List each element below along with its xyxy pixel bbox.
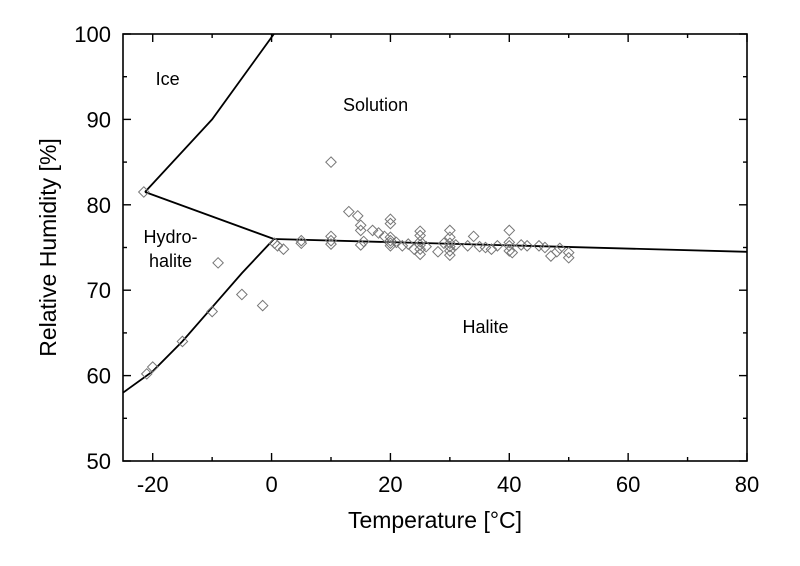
data-point <box>443 245 456 257</box>
phase-boundaries <box>123 34 747 394</box>
data-point <box>277 243 290 256</box>
data-point <box>325 230 337 243</box>
boundary-ice-solution <box>144 34 275 193</box>
x-tick-label: 80 <box>735 472 759 497</box>
data-point <box>384 239 397 252</box>
data-point <box>342 205 355 218</box>
data-point <box>503 224 516 237</box>
y-axis-title: Relative Humidity [%] <box>35 138 61 357</box>
data-point <box>206 305 219 318</box>
data-point <box>443 231 456 244</box>
data-point <box>372 227 385 239</box>
data-point <box>443 237 456 250</box>
boundary-halite-solution <box>273 238 747 253</box>
data-point <box>384 237 397 250</box>
data-point <box>366 224 379 237</box>
x-axis-title: Temperature [°C] <box>348 507 522 533</box>
data-point <box>235 288 248 301</box>
data-point <box>390 236 403 249</box>
region-label-halite: Halite <box>462 317 508 337</box>
data-point <box>443 249 456 262</box>
data-point <box>408 243 421 256</box>
data-point <box>396 239 409 252</box>
region-label-ice: Ice <box>156 69 180 89</box>
data-point <box>562 246 575 259</box>
data-point <box>295 234 308 247</box>
x-tick-labels: -20 0 20 40 60 80 <box>137 472 759 497</box>
data-point <box>461 239 474 252</box>
axis-ticks <box>123 33 748 462</box>
region-label-hydrohalite: Hydro- <box>144 227 198 247</box>
data-point <box>325 156 337 169</box>
data-point <box>550 245 563 258</box>
data-points <box>137 156 575 380</box>
data-point <box>402 238 415 250</box>
data-point <box>438 237 450 250</box>
data-point <box>414 239 427 251</box>
y-tick-labels: 50 60 70 80 90 100 <box>74 22 111 474</box>
data-point <box>443 224 456 237</box>
data-point <box>176 335 189 348</box>
data-point <box>414 225 427 238</box>
data-point <box>414 229 427 242</box>
x-tick-label: 0 <box>265 472 277 497</box>
data-point <box>384 217 397 230</box>
data-point <box>325 234 337 247</box>
data-point <box>384 234 397 247</box>
data-point <box>521 239 534 252</box>
data-point <box>485 243 498 256</box>
data-point <box>443 240 456 253</box>
data-point <box>271 239 284 252</box>
data-point <box>295 237 308 250</box>
data-point <box>449 239 462 251</box>
data-point <box>414 248 427 261</box>
data-point <box>414 235 427 248</box>
y-tick-label: 100 <box>74 22 111 47</box>
data-point <box>479 241 492 254</box>
data-point <box>432 245 444 258</box>
data-point <box>256 299 269 312</box>
y-tick-label: 60 <box>87 364 111 389</box>
data-point <box>553 242 566 255</box>
x-tick-label: 40 <box>497 472 521 497</box>
plot-frame <box>122 33 748 462</box>
data-point <box>384 213 397 226</box>
data-point <box>562 251 575 264</box>
region-label-solution: Solution <box>343 95 408 115</box>
data-point <box>384 231 397 244</box>
data-point <box>137 186 150 198</box>
data-point <box>354 224 367 237</box>
data-point <box>354 239 367 251</box>
data-point <box>351 209 364 222</box>
y-tick-label: 90 <box>87 107 111 132</box>
data-point <box>533 239 545 252</box>
x-tick-label: 60 <box>616 472 640 497</box>
data-point <box>503 245 516 257</box>
region-label-hydrohalite-line2: halite <box>149 251 192 271</box>
data-point <box>539 241 551 254</box>
region-labels: Ice Solution Hydro-halite Halite <box>144 69 509 337</box>
boundary-halite-hydrohalite <box>123 238 275 394</box>
boundary-hydrohalite-solution <box>144 191 275 240</box>
x-tick-label: -20 <box>137 472 169 497</box>
data-point <box>506 246 519 259</box>
data-point <box>414 243 427 256</box>
data-point <box>420 240 432 253</box>
data-point <box>544 250 557 262</box>
data-point <box>325 238 337 250</box>
y-tick-label: 80 <box>87 193 111 218</box>
y-tick-label: 70 <box>87 278 111 303</box>
data-point <box>354 219 367 232</box>
data-point <box>467 230 480 243</box>
data-point <box>212 256 224 269</box>
data-point <box>146 361 159 373</box>
data-point <box>140 367 153 380</box>
y-tick-label: 50 <box>87 449 111 474</box>
data-point <box>503 236 516 249</box>
data-point <box>491 239 504 252</box>
x-tick-label: 20 <box>378 472 402 497</box>
